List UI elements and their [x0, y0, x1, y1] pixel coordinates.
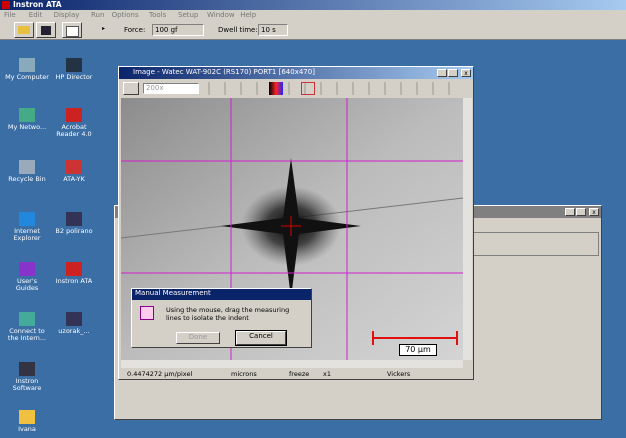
app-icon — [2, 1, 10, 9]
icon-image — [66, 108, 82, 122]
dialog-message: Using the mouse, drag the measuring line… — [166, 306, 290, 322]
tool-buttons[interactable] — [205, 82, 455, 95]
menu-item[interactable]: Help — [240, 11, 257, 19]
icon-label: My Netwo... — [7, 123, 47, 131]
status-bar: 0.4474272 µm/pixel microns freeze x1 Vic… — [119, 369, 473, 379]
desktop-icon[interactable]: ATA-YK — [52, 160, 96, 183]
icon-label: HP Director — [55, 73, 93, 81]
desktop-icon[interactable]: Recycle Bin — [5, 160, 49, 183]
icon-label: My Computer — [5, 73, 49, 81]
icon-label: Recycle Bin — [8, 175, 46, 183]
menu-item[interactable]: File — [4, 11, 16, 19]
image-title: Image - Watec WAT-902C (RS170) PORT1 [64… — [133, 68, 315, 76]
dwell-label: Dwell time: — [218, 26, 258, 34]
dialog-icon — [140, 306, 154, 320]
icon-label: ATA-YK — [63, 175, 85, 183]
vertical-scrollbar[interactable] — [463, 98, 472, 360]
resolution: 0.4474272 µm/pixel — [127, 370, 193, 378]
icon-image — [66, 58, 82, 72]
dwell-value: 10 s — [258, 24, 288, 36]
icon-label: uzorak_... — [58, 327, 90, 335]
close[interactable]: x — [461, 69, 471, 77]
menu-bar: File Edit Display Run Options Tools Setup Windo… — [0, 10, 626, 20]
freeze: freeze — [289, 370, 310, 378]
menu-item[interactable]: Run — [91, 11, 105, 19]
icon-image — [19, 362, 35, 376]
menu-item[interactable]: Setup — [178, 11, 199, 19]
done-button[interactable]: Done — [176, 332, 220, 344]
icon-image — [19, 312, 35, 326]
minimize[interactable] — [565, 208, 575, 216]
maximize[interactable] — [448, 69, 458, 77]
image-window: Image - Watec WAT-902C (RS170) PORT1 [64… — [118, 66, 474, 380]
menu-item[interactable]: Tools — [149, 11, 167, 19]
desktop-icon[interactable]: User's Guides — [5, 262, 49, 292]
menu-item[interactable]: Window — [207, 11, 235, 19]
units: microns — [231, 370, 257, 378]
measure-button[interactable] — [301, 82, 315, 95]
close[interactable]: x — [589, 208, 599, 216]
icon-label: Ivana — [18, 425, 36, 433]
icon-image — [19, 410, 35, 424]
force-label: Force: — [124, 26, 146, 34]
desktop-icon[interactable]: B2 polirano — [52, 212, 96, 235]
desktop-icon[interactable]: My Computer — [5, 58, 49, 81]
desktop-icon[interactable]: Connect to the Intern... — [5, 312, 49, 342]
open-button[interactable] — [14, 22, 34, 38]
force-value: 100 gf — [152, 24, 204, 36]
desktop-icon[interactable]: HP Director — [52, 58, 96, 81]
desktop-icon[interactable]: Instron ATA — [52, 262, 96, 285]
icon-image — [19, 58, 35, 72]
magnification: x1 — [323, 370, 331, 378]
icon-label: Instron Software — [12, 377, 42, 392]
desktop-icon[interactable]: Ivana — [5, 410, 49, 433]
icon-label: Internet Explorer — [13, 227, 41, 242]
icon-image — [19, 212, 35, 226]
minimize[interactable] — [437, 69, 447, 77]
toolbar: ▸ Force: 100 gf Dwell time: 10 s — [0, 20, 626, 40]
icon-image — [19, 108, 35, 122]
scale-label: 70 µm — [399, 344, 437, 356]
dialog: Manual Measurement Using the mouse, drag… — [131, 288, 312, 348]
desktop-icon[interactable]: Acrobat Reader 4.0 — [52, 108, 96, 138]
desktop-icon[interactable]: Internet Explorer — [5, 212, 49, 242]
icon-label: Connect to the Intern... — [7, 327, 47, 342]
color-button[interactable] — [269, 82, 283, 95]
maximize[interactable] — [576, 208, 586, 216]
menu-item[interactable]: Edit — [28, 11, 43, 19]
icon-image — [66, 262, 82, 276]
icon-image — [19, 160, 35, 174]
camera-button[interactable] — [123, 82, 139, 95]
desktop-icon[interactable]: My Netwo... — [5, 108, 49, 131]
cancel-button[interactable]: Cancel — [235, 330, 287, 346]
dialog-title: Manual Measurement — [132, 289, 311, 300]
icon-image — [66, 212, 82, 226]
icon-image — [66, 312, 82, 326]
horizontal-scrollbar[interactable] — [121, 360, 463, 368]
icon-image — [19, 262, 35, 276]
menu-item[interactable]: Options — [111, 11, 139, 19]
icon-label: B2 polirano — [55, 227, 93, 235]
image-toolbar: 200x — [119, 79, 473, 98]
image-title-bar: Image - Watec WAT-902C (RS170) PORT1 [64… — [119, 67, 473, 79]
app-title: Instron ATA — [13, 0, 62, 9]
icon-label: Instron ATA — [55, 277, 93, 285]
icon-label: Acrobat Reader 4.0 — [56, 123, 92, 138]
method: Vickers — [387, 370, 411, 378]
app-title-bar: Instron ATA — [0, 0, 626, 10]
menu-item[interactable]: Display — [53, 11, 80, 19]
save-button[interactable] — [36, 22, 56, 38]
icon-image — [66, 160, 82, 174]
print-button[interactable] — [62, 22, 82, 38]
desktop-icon[interactable]: uzorak_... — [52, 312, 96, 335]
arrow[interactable]: ▸ — [102, 25, 106, 32]
icon-label: User's Guides — [15, 277, 39, 292]
desktop-icon[interactable]: Instron Software — [5, 362, 49, 392]
zoom-select[interactable]: 200x — [143, 83, 199, 94]
